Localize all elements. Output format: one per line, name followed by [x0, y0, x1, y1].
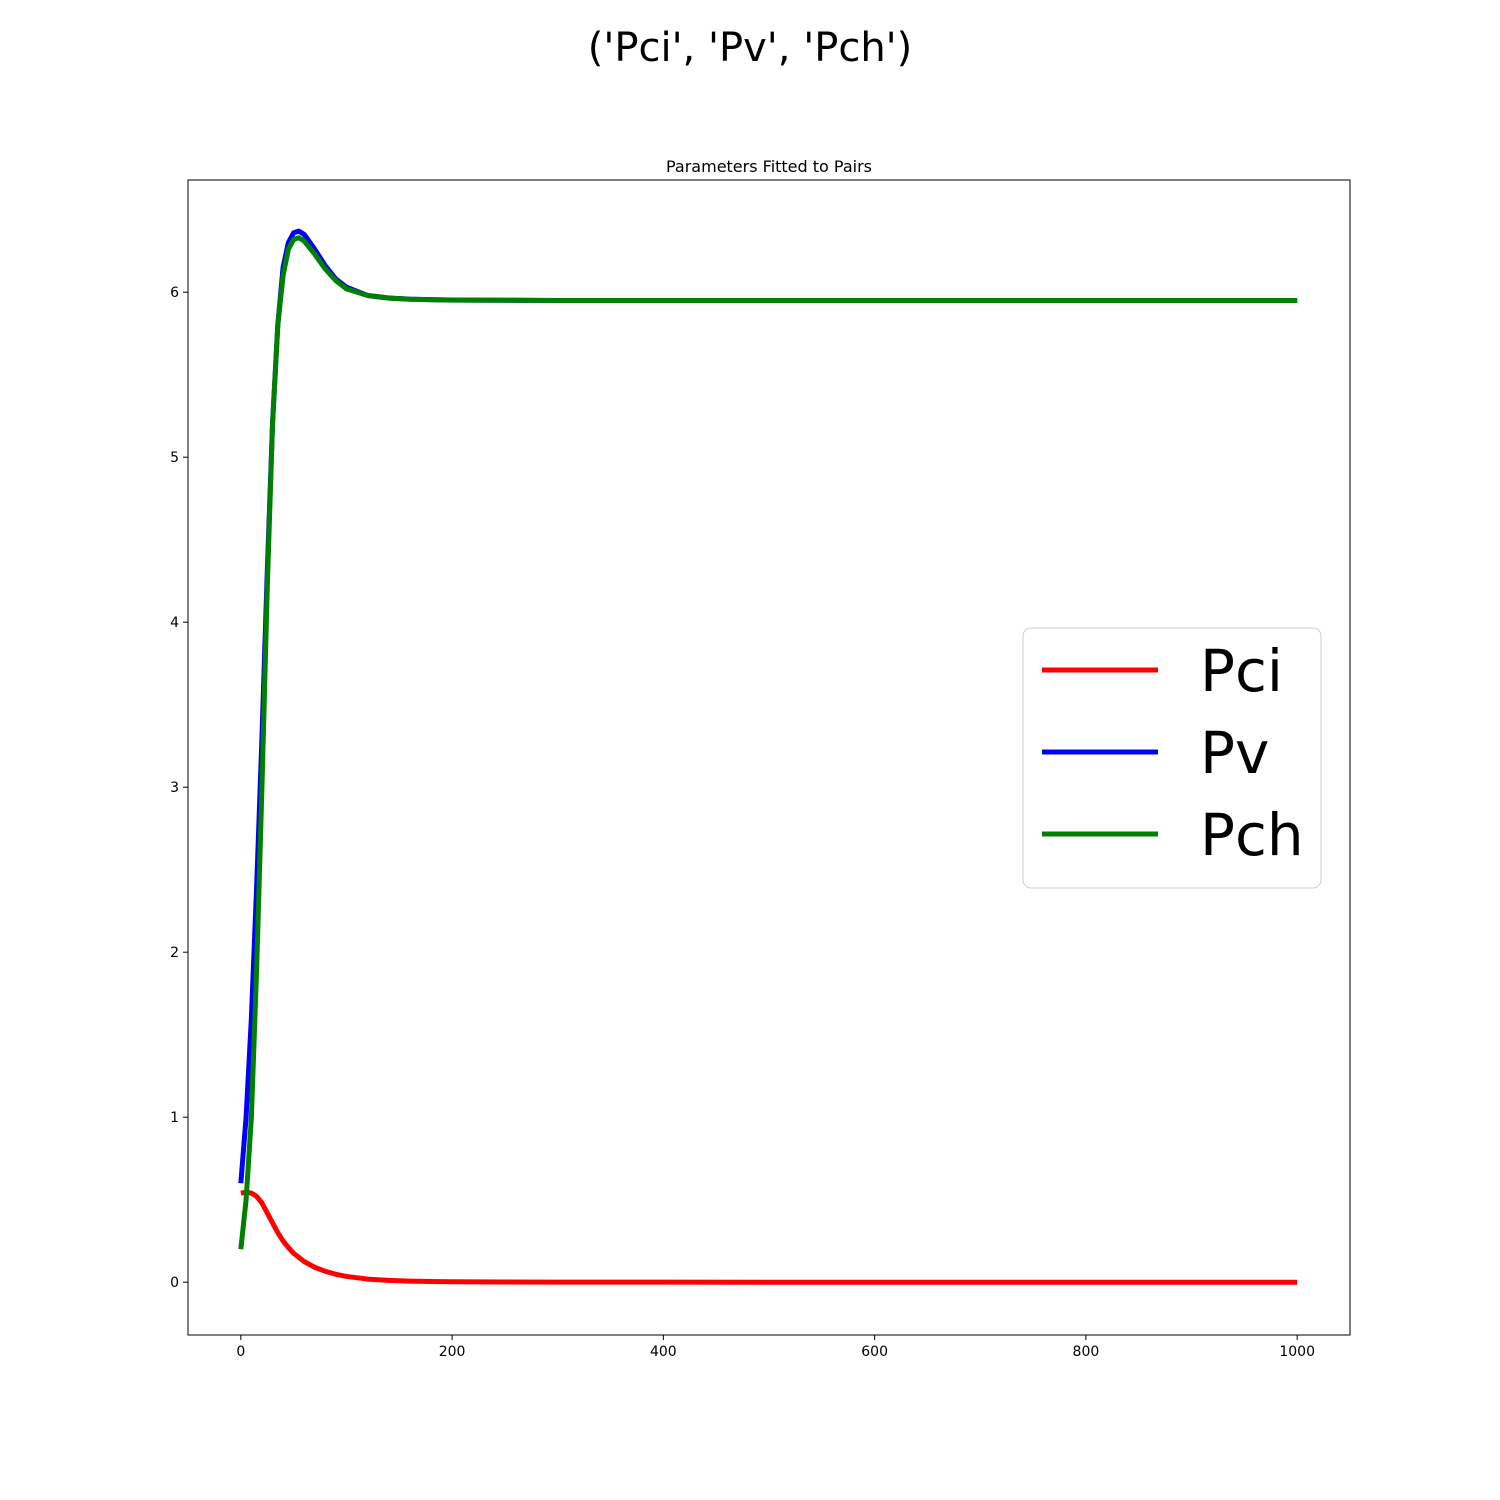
- x-tick-label: 800: [1073, 1344, 1100, 1360]
- legend-label-pv: Pv: [1200, 719, 1269, 787]
- y-tick-label: 1: [170, 1110, 179, 1126]
- legend[interactable]: Pci Pv Pch: [1022, 627, 1322, 889]
- axes-frame: [187, 179, 1351, 1336]
- x-tick-label: 1000: [1279, 1344, 1315, 1360]
- x-tick-label: 600: [861, 1344, 888, 1360]
- y-tick-label: 0: [170, 1275, 179, 1291]
- y-tick-label: 4: [170, 615, 179, 631]
- x-tick-label: 200: [439, 1344, 466, 1360]
- series-line-pch: [238, 235, 1298, 1250]
- x-tick-label: 0: [236, 1344, 245, 1360]
- x-axis: 0 200 400 600 800 1000: [236, 1335, 1315, 1360]
- legend-frame: [1022, 627, 1322, 889]
- axes-title: Parameters Fitted to Pairs: [666, 157, 872, 176]
- legend-label-pci: Pci: [1200, 637, 1283, 705]
- y-tick-label: 6: [170, 285, 179, 301]
- x-tick-label: 400: [650, 1344, 677, 1360]
- y-tick-label: 2: [170, 945, 179, 961]
- legend-label-pch: Pch: [1200, 801, 1304, 869]
- y-tick-label: 5: [170, 450, 179, 466]
- series-line-pci: [240, 1189, 1298, 1285]
- plot-lines: [238, 228, 1298, 1285]
- y-axis: 0 1 2 3 4 5 6: [170, 285, 188, 1291]
- figure-suptitle: ('Pci', 'Pv', 'Pch'): [588, 25, 913, 71]
- y-tick-label: 3: [170, 780, 179, 796]
